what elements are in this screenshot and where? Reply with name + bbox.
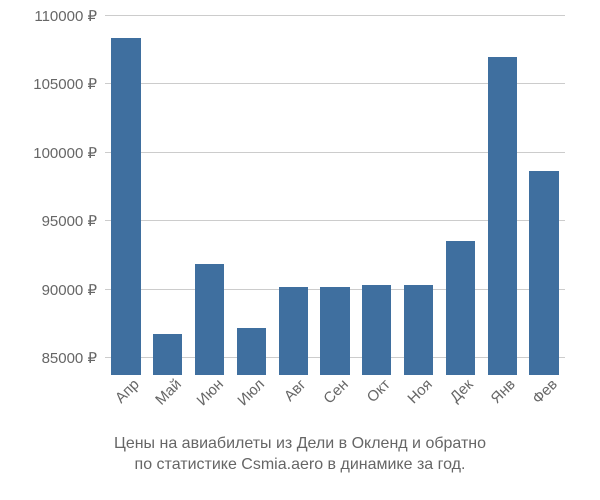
- bar: [446, 241, 475, 375]
- bar-slot: Сен: [314, 15, 356, 375]
- bar: [404, 285, 433, 375]
- x-tick-label: Сен: [320, 376, 351, 407]
- bar-slot: Май: [147, 15, 189, 375]
- y-tick-label: 110000 ₽: [34, 7, 105, 25]
- bar-slot: Янв: [481, 15, 523, 375]
- bar-slot: Окт: [356, 15, 398, 375]
- x-tick-label: Ноя: [404, 376, 435, 407]
- x-tick-label: Авг: [281, 376, 310, 405]
- bar: [529, 171, 558, 375]
- caption-line-2: по статистике Csmia.aero в динамике за г…: [135, 456, 466, 473]
- bar: [237, 328, 266, 375]
- bar-slot: Июн: [189, 15, 231, 375]
- bar: [279, 287, 308, 375]
- chart-caption: Цены на авиабилеты из Дели в Окленд и об…: [0, 434, 600, 476]
- bar: [195, 264, 224, 375]
- x-tick-label: Янв: [488, 376, 519, 407]
- y-tick-label: 90000 ₽: [42, 281, 105, 299]
- bar: [111, 38, 140, 375]
- bar: [320, 287, 349, 375]
- y-tick-label: 95000 ₽: [42, 212, 105, 230]
- x-tick-label: Окт: [364, 376, 394, 406]
- bar-slot: Авг: [272, 15, 314, 375]
- plot-area: 85000 ₽90000 ₽95000 ₽100000 ₽105000 ₽110…: [105, 15, 565, 375]
- x-tick-label: Июн: [193, 376, 226, 409]
- x-tick-label: Дек: [447, 376, 477, 406]
- bar-slot: Ноя: [398, 15, 440, 375]
- x-tick-label: Апр: [112, 376, 143, 407]
- y-tick-label: 105000 ₽: [33, 75, 105, 93]
- y-tick-label: 85000 ₽: [42, 349, 105, 367]
- y-tick-label: 100000 ₽: [33, 144, 105, 162]
- bar: [153, 334, 182, 375]
- x-tick-label: Фев: [529, 376, 561, 408]
- bar: [488, 57, 517, 375]
- bars-group: АпрМайИюнИюлАвгСенОктНояДекЯнвФев: [105, 15, 565, 375]
- caption-line-1: Цены на авиабилеты из Дели в Окленд и об…: [114, 435, 486, 452]
- price-chart: 85000 ₽ 90000 ₽ 95000 ₽ 100000 ₽ 105000 ₽ 110…: [0, 0, 600, 500]
- bar-slot: Фев: [523, 15, 565, 375]
- x-tick-label: Июл: [235, 376, 269, 410]
- bar: [362, 285, 391, 375]
- bar-slot: Июл: [230, 15, 272, 375]
- bar-slot: Апр: [105, 15, 147, 375]
- x-tick-label: Май: [152, 376, 185, 409]
- bar-slot: Дек: [440, 15, 482, 375]
